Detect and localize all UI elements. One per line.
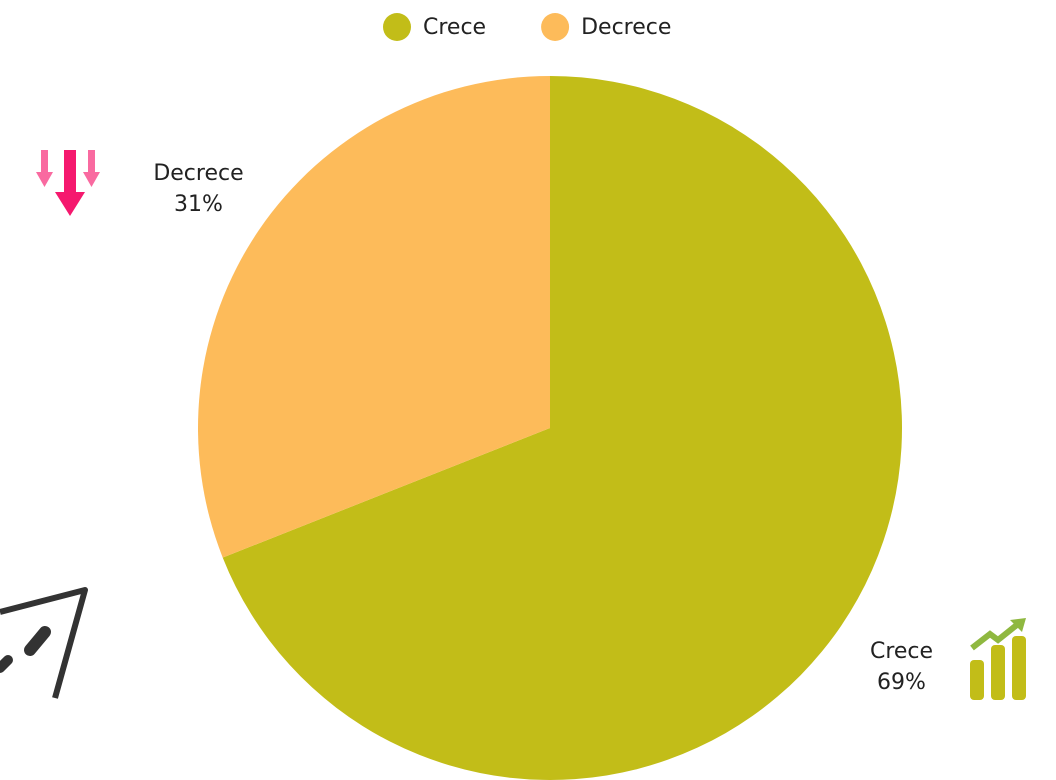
legend-swatch: [541, 13, 570, 41]
slice-label-name: Decrece: [153, 161, 243, 186]
legend-label: Decrece: [581, 15, 671, 40]
paper-plane-icon: [0, 587, 88, 699]
legend-swatch: [383, 13, 411, 41]
down-arrows-icon: [36, 150, 100, 216]
slice-label-name: Crece: [870, 639, 933, 664]
pie-slice: [222, 76, 902, 780]
pie-slice: [198, 76, 551, 558]
slice-label-value: 31%: [174, 192, 223, 217]
bar-growth-icon: [970, 618, 1026, 700]
legend-label: Crece: [423, 15, 486, 40]
pie: [198, 76, 902, 780]
legend: Crece Decrece: [383, 13, 671, 41]
slice-label-value: 69%: [877, 670, 926, 695]
